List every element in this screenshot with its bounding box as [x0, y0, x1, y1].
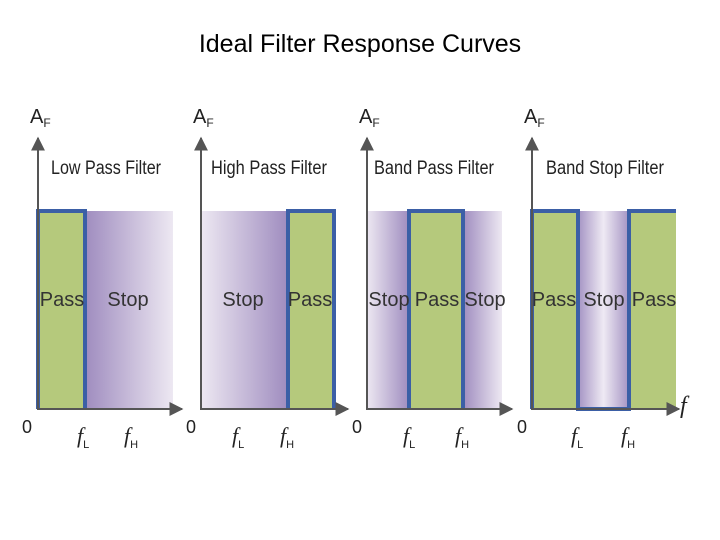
band-label-pass: Pass	[632, 289, 676, 311]
x-axis-label: f	[680, 393, 690, 419]
pass-region-right	[629, 211, 676, 409]
pass-region	[409, 211, 463, 409]
stop-region	[201, 211, 288, 409]
band-label-stop: Stop	[107, 289, 148, 311]
stop-region-right	[463, 211, 502, 409]
band-label-stop: Stop	[464, 289, 505, 311]
origin-label: 0	[186, 417, 196, 437]
cutoff-high-label: fH	[455, 423, 469, 451]
stop-region-left	[367, 211, 409, 409]
y-axis-label: AF	[359, 106, 380, 130]
panel-band-stop: AF Band Stop Filter Pass Stop Pass 0 fL …	[517, 106, 690, 451]
panel-low-pass: AF Low Pass Filter Pass Stop 0 fL fH	[22, 106, 184, 451]
band-label-pass: Pass	[40, 289, 84, 311]
origin-label: 0	[517, 417, 527, 437]
cutoff-low-label: fL	[232, 423, 244, 451]
cutoff-high-label: fH	[280, 423, 294, 451]
pass-region-left	[532, 211, 578, 409]
filter-name: Low Pass Filter	[51, 158, 162, 179]
panel-high-pass: AF High Pass Filter Stop Pass 0 fL fH	[186, 106, 350, 451]
page-title: Ideal Filter Response Curves	[198, 30, 522, 58]
band-label-pass: Pass	[532, 289, 576, 311]
response-curve	[407, 209, 465, 409]
origin-label: 0	[352, 417, 362, 437]
band-label-stop: Stop	[368, 289, 409, 311]
band-label-pass: Pass	[415, 289, 459, 311]
filter-name: High Pass Filter	[211, 158, 328, 179]
pass-region	[38, 211, 85, 409]
cutoff-low-label: fL	[571, 423, 583, 451]
pass-region	[288, 211, 334, 409]
panel-band-pass: AF Band Pass Filter Stop Pass Stop 0 fL …	[352, 106, 514, 451]
band-label-stop: Stop	[222, 289, 263, 311]
cutoff-high-label: fH	[621, 423, 635, 451]
filter-name: Band Pass Filter	[374, 158, 495, 179]
cutoff-low-label: fL	[403, 423, 415, 451]
y-axis-label: AF	[30, 106, 51, 130]
response-curve	[286, 209, 336, 409]
origin-label: 0	[22, 417, 32, 437]
stop-region	[578, 211, 629, 409]
cutoff-high-label: fH	[124, 423, 138, 451]
filter-name: Band Stop Filter	[546, 158, 665, 179]
y-axis-label: AF	[193, 106, 214, 130]
cutoff-low-label: fL	[77, 423, 89, 451]
band-label-pass: Pass	[288, 289, 332, 311]
stop-region	[85, 211, 173, 409]
band-label-stop: Stop	[583, 289, 624, 311]
y-axis-label: AF	[524, 106, 545, 130]
